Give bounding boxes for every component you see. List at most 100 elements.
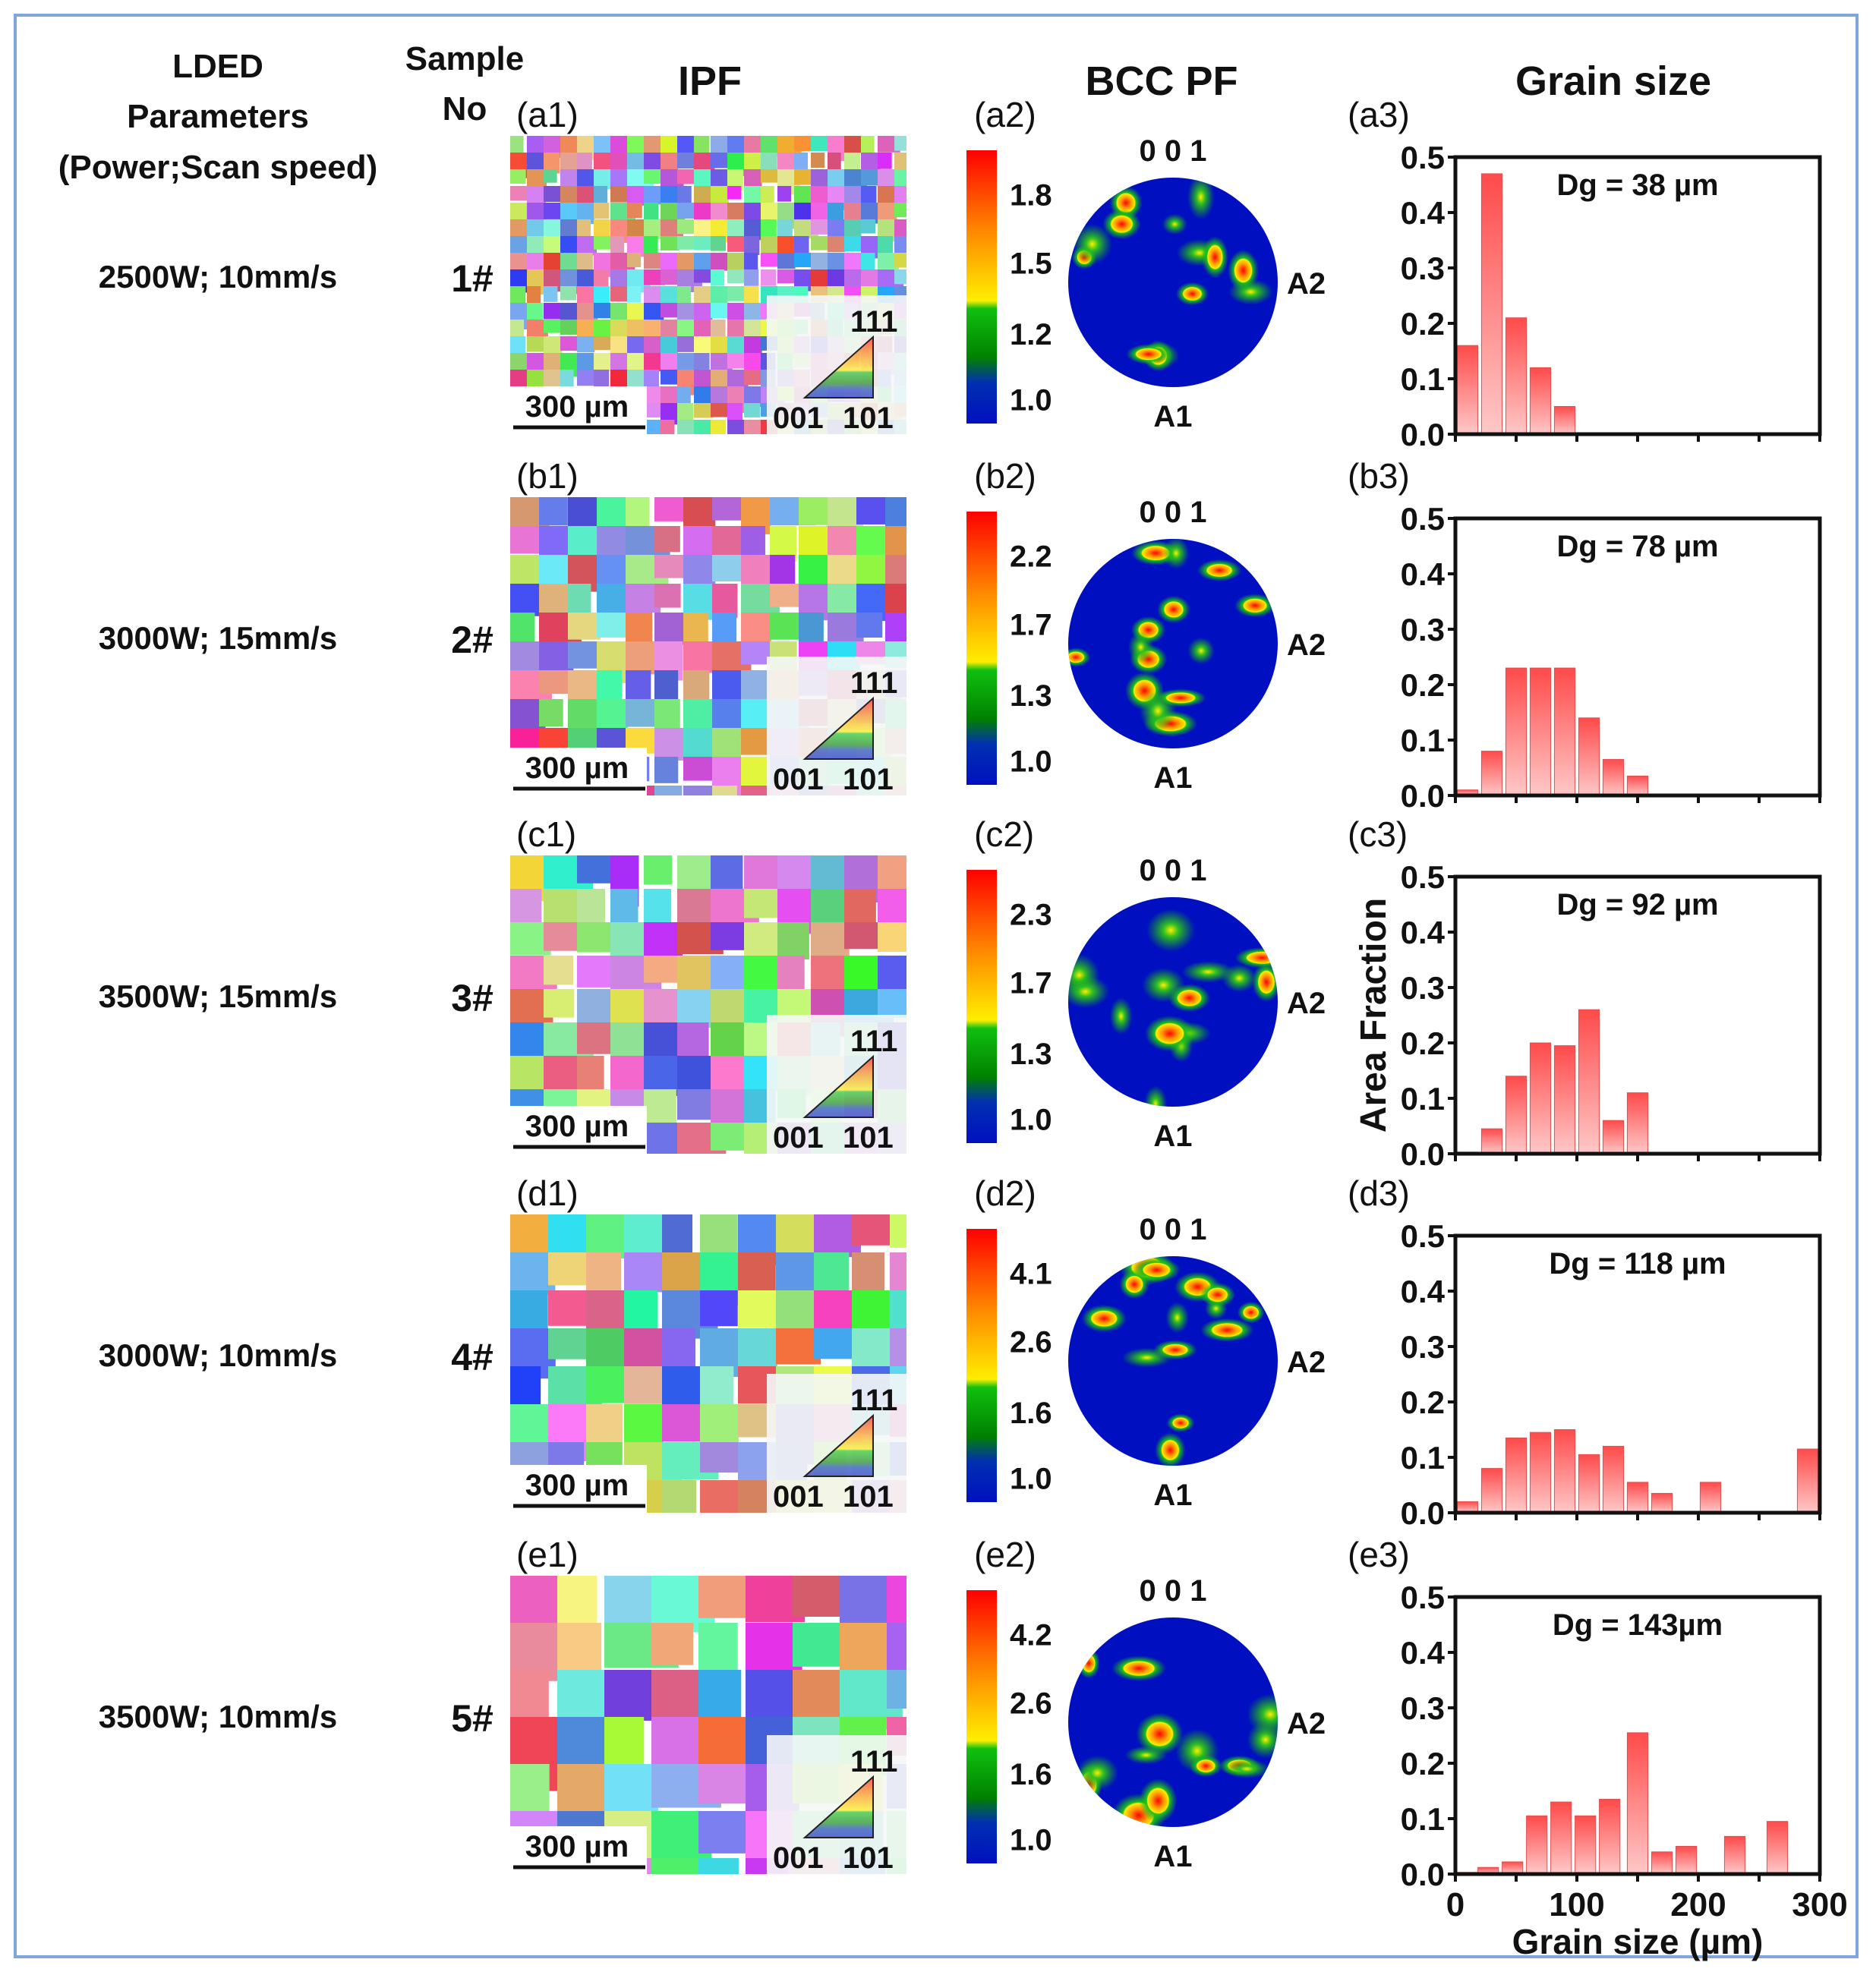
ipf-color-triangle-icon <box>802 1775 874 1838</box>
histogram-bar <box>1480 173 1503 435</box>
grain <box>861 136 875 158</box>
grain <box>828 236 846 253</box>
pf-intensity-blob <box>1166 1413 1195 1432</box>
colorbar-tick: 1.3 <box>1010 1038 1052 1071</box>
y-tick-label: 0.3 <box>1401 612 1445 647</box>
pf-intensity-blob <box>1119 1269 1149 1299</box>
colorbar-tick: 2.3 <box>1010 899 1052 932</box>
grain <box>560 286 577 301</box>
colorbar: 2.3 1.7 1.3 1.0 <box>966 870 1052 1143</box>
grain <box>856 613 883 638</box>
pf-intensity-blob <box>1201 236 1228 279</box>
y-tick-label: 0.5 <box>1401 1580 1445 1615</box>
colorbar-tick: 1.6 <box>1010 1758 1052 1791</box>
dg-label: Dg = 118 µm <box>1549 1247 1726 1280</box>
grain <box>624 1328 667 1369</box>
grain <box>661 269 679 285</box>
grain <box>594 203 610 219</box>
ipf-legend-bg <box>767 1374 906 1513</box>
ipf-legend-101: 101 <box>843 1841 894 1875</box>
histogram-bar <box>1529 367 1552 435</box>
y-tick-label: 0.3 <box>1401 250 1445 286</box>
sample-number: 3# <box>451 977 493 1019</box>
figure-frame <box>14 14 1859 1958</box>
colorbar-tick: 4.2 <box>1010 1619 1052 1652</box>
colorbar-tick: 4.1 <box>1010 1258 1052 1291</box>
panel-label-ipf: (e1) <box>516 1535 579 1574</box>
grain <box>861 253 875 270</box>
grain <box>644 386 664 404</box>
grain <box>644 169 662 184</box>
scale-bar-label: 300 µm <box>525 751 629 785</box>
histogram-bar <box>1480 1468 1503 1514</box>
grain <box>828 153 841 175</box>
grain <box>544 169 557 183</box>
histogram-bar <box>1578 717 1600 796</box>
grain <box>644 403 664 417</box>
grain <box>510 584 542 616</box>
pf-label-a2: A2 <box>1287 1346 1326 1379</box>
pf-intensity-blob <box>1146 909 1196 952</box>
y-tick-label: 0.2 <box>1401 1025 1445 1061</box>
grain <box>677 989 713 1028</box>
grain <box>644 203 659 225</box>
grain <box>811 922 850 958</box>
pf-label-a1: A1 <box>1153 761 1192 795</box>
pf-intensity-blob <box>1189 1755 1222 1778</box>
grain <box>644 855 673 885</box>
ipf-map: 111 001 101 300 µm <box>510 136 906 435</box>
histogram-bar <box>1651 1851 1673 1875</box>
pf-intensity-blob <box>1200 1282 1235 1307</box>
y-tick-label: 0.3 <box>1401 1690 1445 1726</box>
pf-intensity-blob <box>1155 688 1206 707</box>
histogram-bar <box>1553 667 1576 796</box>
pf-intensity-blob <box>1072 224 1112 265</box>
pf-label-a1: A1 <box>1153 1479 1192 1512</box>
colorbar: 4.2 2.6 1.6 1.0 <box>966 1590 1052 1863</box>
pf-intensity-blob <box>1139 1778 1178 1823</box>
grain <box>878 236 894 255</box>
colorbar-gradient <box>966 512 997 785</box>
grain <box>811 153 825 168</box>
panel-label-hist: (d3) <box>1348 1173 1410 1213</box>
grain <box>894 136 906 151</box>
grain <box>711 269 724 286</box>
pf-intensity-blob <box>1247 1693 1278 1735</box>
grain <box>527 286 541 309</box>
y-tick-label: 0.0 <box>1401 1495 1445 1531</box>
grain <box>727 303 745 321</box>
pf-intensity-blob <box>1162 213 1187 235</box>
pole-figure: 0 0 1 A2 A1 <box>1068 134 1326 433</box>
grain <box>577 236 597 256</box>
grain <box>544 956 574 985</box>
grain <box>683 497 716 528</box>
grain <box>727 403 743 425</box>
pf-intensity-blob <box>1187 637 1215 665</box>
dg-label: Dg = 143µm <box>1553 1608 1723 1642</box>
grain <box>594 236 616 250</box>
pf-intensity-blob <box>1081 1305 1127 1333</box>
histogram-bar <box>1626 775 1649 796</box>
ipf-legend-111: 111 <box>850 305 897 339</box>
grain <box>644 353 663 372</box>
histogram-bar <box>1699 1482 1722 1514</box>
grain <box>610 303 632 320</box>
pf-intensity-blob <box>1145 1016 1195 1052</box>
pf-intensity-blob <box>1200 1318 1254 1342</box>
histogram-bar <box>1456 345 1479 435</box>
pf-label-001: 0 0 1 <box>1140 854 1207 887</box>
pf-intensity-blob <box>1144 1085 1167 1107</box>
grain <box>527 136 547 154</box>
grain <box>627 203 642 219</box>
grain <box>677 336 695 352</box>
parameters-label: 3000W; 10mm/s <box>99 1337 337 1373</box>
grain <box>711 153 730 169</box>
x-tick-label: 100 <box>1549 1886 1604 1923</box>
pf-intensity-blob <box>1102 209 1141 240</box>
grain-size-header: Grain size <box>1515 58 1711 104</box>
grain <box>828 269 848 288</box>
pf-intensity-blob <box>1234 594 1275 618</box>
grain-size-histogram: 0.0 0.1 0.2 0.3 0.4 0.5 Dg = 143µm 0 100 200 300 Gr… <box>1401 1580 1848 1961</box>
grain <box>878 989 906 1019</box>
grain <box>594 169 613 190</box>
